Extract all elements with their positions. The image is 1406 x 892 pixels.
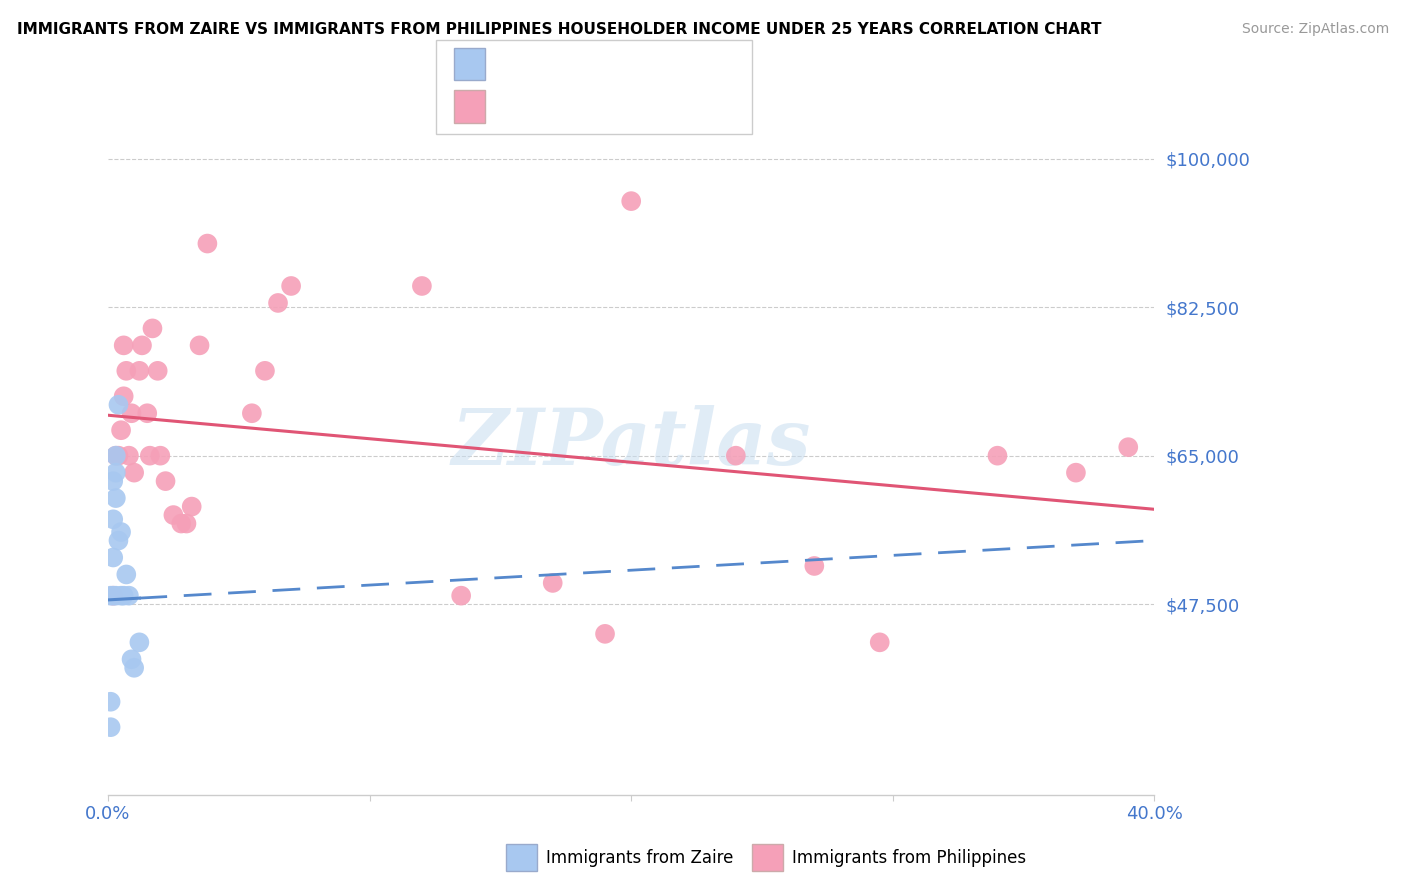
Point	[197, 236, 219, 251]
Text: 21: 21	[651, 56, 673, 74]
Point	[100, 720, 122, 734]
Point	[136, 406, 159, 420]
Point	[110, 589, 132, 603]
Point	[112, 589, 135, 603]
Point	[141, 321, 163, 335]
Point	[103, 589, 125, 603]
Point	[253, 364, 276, 378]
Point	[131, 338, 153, 352]
Point	[139, 449, 162, 463]
Point	[149, 449, 172, 463]
Point	[146, 364, 169, 378]
Point	[104, 449, 127, 463]
Text: IMMIGRANTS FROM ZAIRE VS IMMIGRANTS FROM PHILIPPINES HOUSEHOLDER INCOME UNDER 25: IMMIGRANTS FROM ZAIRE VS IMMIGRANTS FROM…	[17, 22, 1101, 37]
Point	[104, 589, 127, 603]
Point	[112, 338, 135, 352]
Point	[128, 364, 150, 378]
Point	[122, 466, 145, 480]
Text: N =: N =	[609, 56, 640, 74]
Point	[103, 589, 125, 603]
Text: 0.017: 0.017	[538, 56, 591, 74]
Point	[121, 652, 143, 666]
Point	[107, 398, 129, 412]
Point	[450, 589, 472, 603]
Text: 39: 39	[651, 98, 675, 116]
Point	[280, 279, 302, 293]
Text: Immigrants from Philippines: Immigrants from Philippines	[792, 849, 1026, 867]
Point	[100, 589, 122, 603]
Point	[869, 635, 891, 649]
Point	[267, 296, 290, 310]
Point	[103, 512, 125, 526]
Point	[107, 533, 129, 548]
Text: N =: N =	[609, 98, 640, 116]
Point	[620, 194, 643, 208]
Point	[103, 550, 125, 565]
Point	[162, 508, 184, 522]
Point	[541, 576, 564, 591]
Text: 0.095: 0.095	[538, 98, 591, 116]
Text: R =: R =	[496, 98, 527, 116]
Point	[240, 406, 263, 420]
Point	[107, 449, 129, 463]
Point	[180, 500, 202, 514]
Point	[121, 406, 143, 420]
Text: Source: ZipAtlas.com: Source: ZipAtlas.com	[1241, 22, 1389, 37]
Point	[188, 338, 211, 352]
Point	[176, 516, 198, 531]
Point	[115, 364, 138, 378]
Point	[103, 474, 125, 488]
Point	[155, 474, 177, 488]
Point	[411, 279, 433, 293]
Point	[1116, 440, 1139, 454]
Point	[128, 635, 150, 649]
Point	[1064, 466, 1087, 480]
Point	[110, 423, 132, 437]
Point	[724, 449, 747, 463]
Point	[104, 449, 127, 463]
Point	[118, 589, 141, 603]
Point	[170, 516, 193, 531]
Text: ZIPatlas: ZIPatlas	[451, 405, 811, 481]
Point	[115, 567, 138, 582]
Point	[118, 449, 141, 463]
Point	[122, 661, 145, 675]
Point	[110, 524, 132, 539]
Text: Immigrants from Zaire: Immigrants from Zaire	[546, 849, 733, 867]
Text: R =: R =	[496, 56, 527, 74]
Point	[986, 449, 1008, 463]
Point	[104, 491, 127, 505]
Point	[100, 695, 122, 709]
Point	[104, 466, 127, 480]
Point	[112, 389, 135, 403]
Point	[593, 627, 616, 641]
Point	[803, 558, 825, 573]
